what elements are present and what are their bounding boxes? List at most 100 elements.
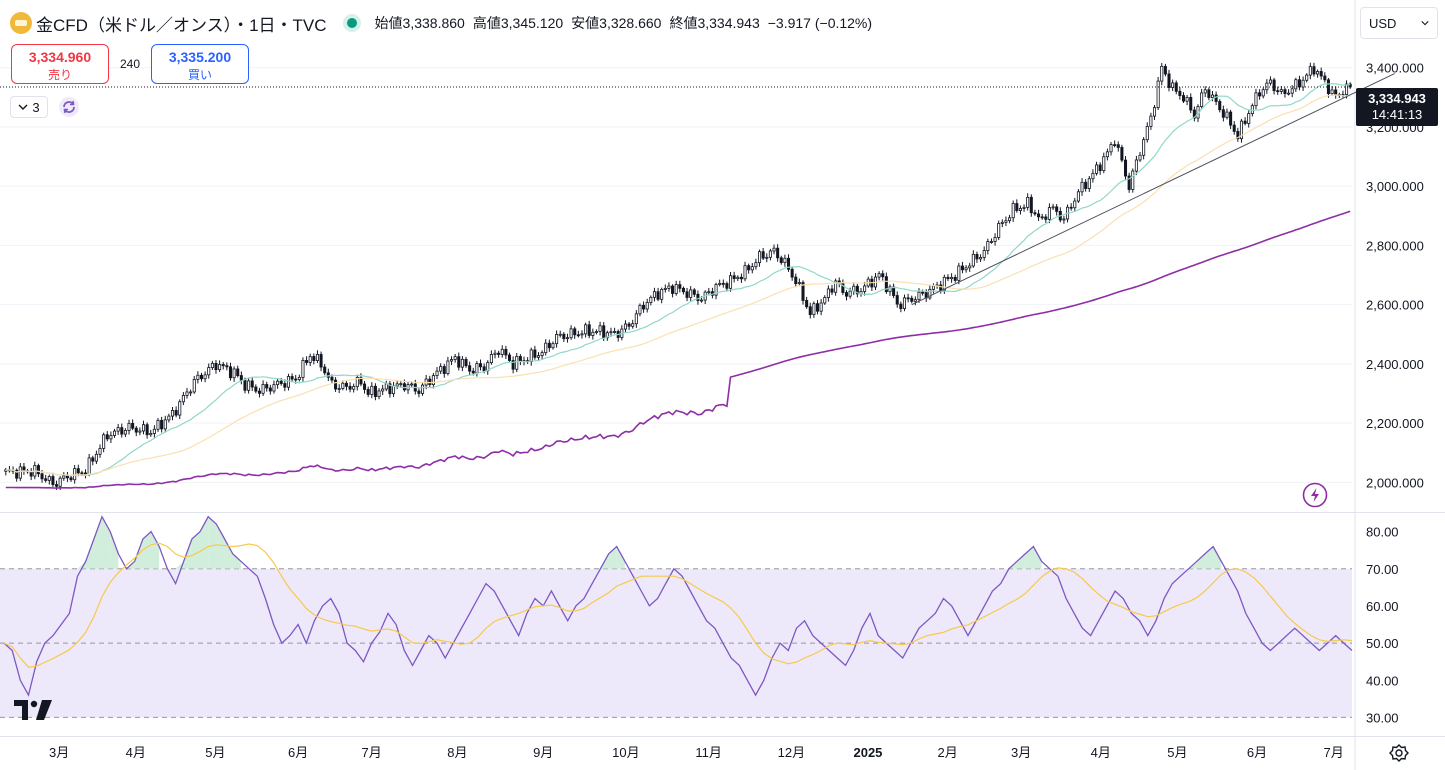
- candle: [1319, 67, 1323, 80]
- candle: [457, 352, 461, 371]
- candle: [189, 389, 193, 396]
- candle: [1142, 137, 1146, 160]
- candle: [7, 465, 11, 473]
- candle: [1189, 93, 1193, 114]
- candle: [819, 298, 823, 316]
- candle: [1243, 117, 1247, 126]
- candle: [855, 283, 859, 298]
- candle: [446, 356, 450, 376]
- candle: [808, 302, 812, 319]
- time-tick-label: 2025: [853, 745, 882, 760]
- candle: [94, 450, 98, 465]
- price-tick-label: 2,800.000: [1366, 238, 1424, 253]
- candle: [199, 372, 204, 382]
- symbol-header: 金CFD（米ドル／オンス）・1日・TVC 始値3,338.860 高値3,345…: [10, 10, 872, 36]
- candle: [504, 345, 508, 360]
- candle: [493, 349, 497, 359]
- candle: [1326, 77, 1330, 98]
- candle: [573, 326, 577, 339]
- candle: [1287, 89, 1291, 96]
- candle: [84, 469, 88, 479]
- candle: [160, 416, 164, 433]
- candle: [442, 363, 446, 378]
- candle: [953, 274, 957, 283]
- trendline[interactable]: [911, 73, 1395, 306]
- ma-line-200[interactable]: [5, 210, 1351, 489]
- refresh-icon[interactable]: [58, 96, 80, 118]
- candle: [102, 432, 106, 453]
- rsi-tick-label: 50.00: [1366, 636, 1399, 651]
- ma-line-20[interactable]: [5, 83, 1351, 477]
- candle: [671, 284, 675, 298]
- buy-button[interactable]: 3,335.200 買い: [151, 44, 249, 84]
- candle: [1029, 194, 1033, 217]
- candle: [895, 291, 899, 308]
- candle: [15, 468, 19, 482]
- price-tick-label: 3,000.000: [1366, 179, 1424, 194]
- candle: [1229, 109, 1233, 130]
- candle: [381, 384, 385, 396]
- candle: [22, 462, 26, 475]
- rsi-overbought-fill: [616, 546, 625, 569]
- tradingview-logo[interactable]: [14, 700, 54, 720]
- candle: [1004, 216, 1008, 226]
- candle: [591, 328, 595, 340]
- candle: [678, 280, 682, 293]
- candle: [247, 377, 251, 394]
- candle: [993, 233, 997, 246]
- ma-line-50[interactable]: [5, 94, 1351, 476]
- candle: [801, 280, 805, 305]
- lightning-icon[interactable]: [1302, 482, 1328, 508]
- candle: [667, 282, 671, 292]
- rsi-overbought-fill: [151, 531, 160, 569]
- candle: [178, 399, 182, 420]
- symbol-title[interactable]: 金CFD（米ドル／オンス）・1日・TVC: [36, 15, 327, 35]
- candle: [453, 354, 457, 363]
- candle: [478, 359, 483, 371]
- candle: [1181, 92, 1186, 104]
- price-grid: [0, 67, 1352, 483]
- candle: [141, 420, 146, 435]
- candle: [1160, 63, 1164, 86]
- settings-icon[interactable]: [1388, 742, 1410, 764]
- candle: [210, 360, 214, 371]
- candle: [725, 281, 729, 292]
- candle: [1149, 112, 1153, 130]
- candle: [652, 287, 656, 302]
- candle: [431, 372, 435, 389]
- candle: [47, 474, 51, 485]
- candle: [207, 363, 211, 379]
- candle: [4, 467, 8, 476]
- candle: [370, 382, 374, 399]
- time-tick-label: 9月: [533, 745, 553, 760]
- candle: [1008, 214, 1012, 224]
- candle: [703, 290, 707, 304]
- candle: [44, 474, 48, 483]
- candle: [174, 406, 178, 418]
- sell-button[interactable]: 3,334.960 売り: [11, 44, 109, 84]
- candle: [710, 287, 714, 299]
- candle: [127, 419, 131, 435]
- rsi-overbought-fill: [1213, 546, 1222, 569]
- candle: [739, 273, 743, 283]
- candle: [790, 267, 794, 281]
- time-tick-label: 7月: [1324, 745, 1344, 760]
- candle: [1091, 169, 1095, 183]
- candle: [547, 339, 551, 352]
- rsi-ma-line[interactable]: [3, 542, 1353, 668]
- time-tick-label: 5月: [205, 745, 225, 760]
- candle: [1073, 197, 1077, 212]
- rsi-overbought-fill: [102, 516, 111, 569]
- currency-select[interactable]: USD: [1360, 7, 1438, 39]
- indicators-toggle[interactable]: 3: [10, 96, 48, 118]
- candle: [388, 381, 392, 398]
- candle: [576, 330, 580, 338]
- candle: [859, 288, 863, 297]
- rsi-overbought-fill: [1196, 553, 1205, 569]
- candle: [221, 361, 225, 370]
- bar-countdown: 14:41:13: [1371, 107, 1423, 122]
- candle: [957, 262, 961, 285]
- candle: [352, 383, 356, 393]
- candle: [979, 254, 983, 262]
